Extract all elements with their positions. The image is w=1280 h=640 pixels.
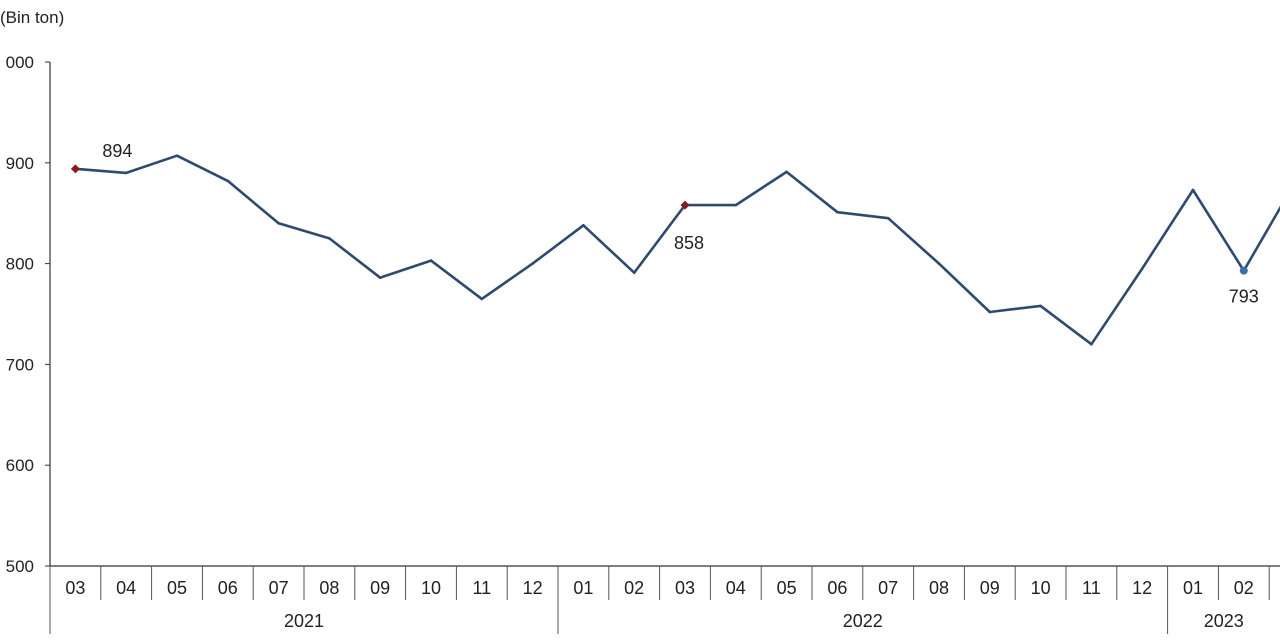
year-label: 2021 xyxy=(284,611,324,631)
x-tick-label: 08 xyxy=(929,578,949,598)
data-point xyxy=(836,210,839,214)
data-point xyxy=(175,154,179,158)
data-point xyxy=(734,203,738,207)
x-tick-label: 12 xyxy=(1132,578,1152,598)
highlight-marker xyxy=(680,200,690,210)
x-tick-label: 03 xyxy=(675,578,695,598)
data-point xyxy=(1090,342,1093,346)
year-label: 2022 xyxy=(843,611,883,631)
x-tick-label: 04 xyxy=(726,578,746,598)
data-point xyxy=(988,310,992,314)
data-point xyxy=(378,276,382,280)
y-tick-label: 800 xyxy=(6,255,34,274)
data-point xyxy=(632,271,636,274)
x-tick-label: 11 xyxy=(472,578,491,598)
data-point xyxy=(1140,267,1144,270)
x-tick-label: 07 xyxy=(269,578,289,598)
y-tick-label: 000 xyxy=(6,53,34,72)
x-tick-label: 04 xyxy=(116,578,136,598)
x-tick-label: 10 xyxy=(1031,578,1051,598)
highlight-marker xyxy=(1239,266,1248,275)
x-tick-label: 12 xyxy=(523,578,543,598)
data-point xyxy=(531,262,534,265)
data-point xyxy=(328,237,331,240)
data-point xyxy=(277,221,280,225)
x-tick-label: 01 xyxy=(573,578,593,598)
data-label: 894 xyxy=(102,141,132,161)
data-label: 793 xyxy=(1229,287,1259,307)
x-tick-label: 03 xyxy=(65,578,85,598)
data-point xyxy=(1039,304,1042,308)
year-label: 2023 xyxy=(1204,611,1244,631)
x-tick-label: 09 xyxy=(370,578,390,598)
y-axis-label: (Bin ton) xyxy=(0,8,65,27)
data-point xyxy=(886,216,890,220)
x-tick-label: 10 xyxy=(421,578,441,598)
data-point xyxy=(785,170,788,174)
x-tick-label: 07 xyxy=(878,578,898,598)
data-point xyxy=(226,179,230,183)
data-point xyxy=(480,297,484,301)
data-point xyxy=(582,223,585,227)
x-tick-label: 01 xyxy=(1183,578,1203,598)
y-tick-label: 500 xyxy=(6,557,34,576)
data-point xyxy=(124,171,128,175)
y-tick-label: 700 xyxy=(6,355,34,374)
x-tick-label: 02 xyxy=(624,578,644,598)
x-tick-label: 08 xyxy=(319,578,339,598)
x-tick-label: 06 xyxy=(827,578,847,598)
y-tick-label: 600 xyxy=(6,456,34,475)
data-point xyxy=(1191,188,1195,192)
data-point xyxy=(937,262,941,265)
x-tick-label: 05 xyxy=(167,578,187,598)
x-tick-label: 06 xyxy=(218,578,238,598)
highlight-marker xyxy=(70,164,80,174)
x-tick-label: 05 xyxy=(777,578,797,598)
data-label: 858 xyxy=(674,233,704,253)
y-tick-label: 900 xyxy=(6,154,34,173)
x-tick-label: 09 xyxy=(980,578,1000,598)
x-tick-label: 02 xyxy=(1234,578,1254,598)
data-point xyxy=(429,259,433,262)
x-tick-label: 11 xyxy=(1082,578,1101,598)
